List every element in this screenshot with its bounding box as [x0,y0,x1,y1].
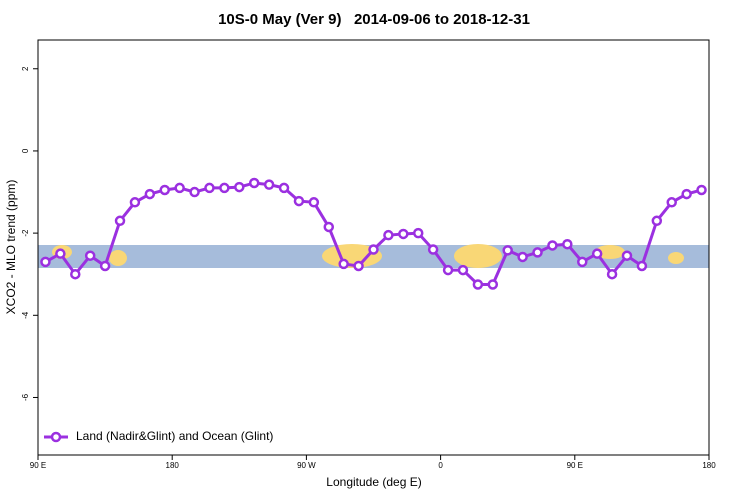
point [84,250,96,261]
point [368,244,379,255]
point [383,229,394,241]
point [696,184,707,196]
point [219,182,230,194]
point [174,182,185,194]
point [353,260,364,272]
point [502,245,513,256]
point [338,258,349,270]
x-tick-label: 180 [166,461,180,470]
point [577,256,588,268]
y-tick-label: 0 [21,148,30,153]
point [40,256,51,268]
point [234,181,245,193]
point [204,182,215,194]
point [323,221,335,233]
point [412,227,424,239]
point [517,251,528,263]
land [668,252,684,264]
point [293,195,305,207]
point [547,240,558,251]
point [189,186,200,198]
x-tick-label: 90 W [297,461,316,470]
chart-title: 10S-0 May (Ver 9) 2014-09-06 to 2018-12-… [218,11,530,28]
y-tick-label: -2 [21,229,30,237]
x-tick-label: 180 [702,461,716,470]
land [109,250,127,266]
point [427,244,439,255]
y-tick-label: -4 [21,311,30,319]
point [621,250,633,261]
point [144,188,156,200]
land [454,244,502,268]
point [129,197,141,208]
y-axis-label: XCO2 - MLO trend (ppm) [4,180,18,315]
point [308,197,320,208]
point [248,177,260,189]
point [159,184,170,196]
point [99,260,111,272]
x-tick-label: 90 E [30,461,46,470]
point [263,179,275,190]
y-tick-label: 2 [21,66,30,71]
point [606,268,618,280]
point [457,264,469,276]
point [398,228,409,240]
legend-marker [50,431,62,443]
point [487,279,499,290]
point [591,248,603,259]
series-line [44,181,702,286]
point [442,264,454,276]
y-tick-label: -6 [21,393,30,401]
point [70,268,81,280]
point [278,182,290,194]
point [636,260,648,272]
x-tick-label: 90 E [567,461,583,470]
point [562,238,573,250]
x-axis-label: Longitude (deg E) [326,475,421,489]
x-tick-label: 0 [438,461,443,470]
point [651,215,663,227]
legend-label: Land (Nadir&Glint) and Ocean (Glint) [76,429,273,443]
plot-frame [37,39,710,456]
point [681,188,692,200]
point [114,215,126,227]
point [55,248,66,259]
point [666,197,677,208]
point [472,279,484,290]
point [532,247,543,258]
land [595,245,625,259]
